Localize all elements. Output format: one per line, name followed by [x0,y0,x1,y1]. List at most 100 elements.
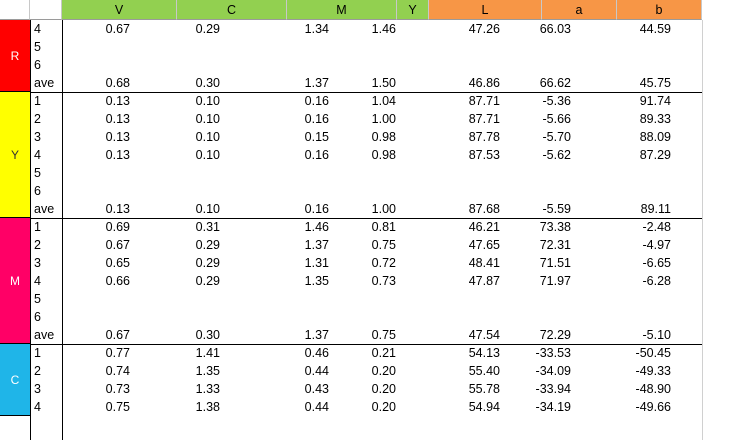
data-cell-a[interactable]: -5.70 [542,130,572,144]
data-cell-V[interactable]: 0.67 [105,22,130,36]
column-header-b[interactable]: b [617,0,702,20]
data-cell-C[interactable]: 0.10 [195,94,220,108]
data-cell-b[interactable]: -48.90 [635,382,671,396]
data-cell-Y[interactable]: 1.00 [371,112,396,126]
data-cell-L[interactable]: 46.21 [468,220,500,234]
data-cell-M[interactable]: 0.16 [304,148,329,162]
row-label[interactable]: ave [34,202,55,216]
data-cell-V[interactable]: 0.73 [105,382,130,396]
data-cell-a[interactable]: -5.66 [542,112,572,126]
data-cell-a[interactable]: -5.62 [542,148,572,162]
data-cell-C[interactable]: 0.10 [195,148,220,162]
row-label[interactable]: 3 [34,256,41,270]
data-cell-C[interactable]: 1.33 [195,382,220,396]
data-cell-Y[interactable]: 0.20 [371,400,396,414]
row-label[interactable]: 2 [34,112,41,126]
row-label[interactable]: 5 [34,292,41,306]
row-label[interactable]: 3 [34,130,41,144]
data-cell-C[interactable]: 0.31 [195,220,220,234]
data-cell-M[interactable]: 0.46 [304,346,329,360]
data-cell-C[interactable]: 0.10 [195,202,220,216]
data-cell-b[interactable]: -4.97 [642,238,672,252]
data-cell-M[interactable]: 0.44 [304,400,329,414]
data-cell-L[interactable]: 87.71 [468,94,500,108]
data-cell-a[interactable]: 71.97 [539,274,571,288]
data-cell-Y[interactable]: 1.46 [371,22,396,36]
row-label[interactable]: 5 [34,166,41,180]
column-header-L[interactable]: L [429,0,542,20]
data-cell-a[interactable]: -33.94 [535,382,571,396]
data-cell-L[interactable]: 47.87 [468,274,500,288]
data-cell-a[interactable]: -34.19 [535,400,571,414]
column-header-C[interactable]: C [177,0,287,20]
data-cell-b[interactable]: 44.59 [639,22,671,36]
header-blank-cell[interactable] [0,0,30,20]
row-label[interactable]: 6 [34,310,41,324]
data-cell-C[interactable]: 0.30 [195,76,220,90]
data-cell-Y[interactable]: 1.04 [371,94,396,108]
data-cell-b[interactable]: -5.10 [642,328,672,342]
data-cell-b[interactable]: 88.09 [639,130,671,144]
data-cell-a[interactable]: -34.09 [535,364,571,378]
data-cell-a[interactable]: 66.62 [539,76,571,90]
data-cell-M[interactable]: 0.16 [304,202,329,216]
data-cell-a[interactable]: 71.51 [539,256,571,270]
data-cell-b[interactable]: 87.29 [639,148,671,162]
data-cell-L[interactable]: 46.86 [468,76,500,90]
data-cell-V[interactable]: 0.74 [105,364,130,378]
data-cell-a[interactable]: 72.31 [539,238,571,252]
data-cell-V[interactable]: 0.13 [105,202,130,216]
row-label[interactable]: 4 [34,148,41,162]
data-cell-Y[interactable]: 0.75 [371,328,396,342]
data-cell-V[interactable]: 0.67 [105,328,130,342]
data-cell-Y[interactable]: 0.72 [371,256,396,270]
data-cell-b[interactable]: 89.11 [640,202,671,216]
data-cell-a[interactable]: -5.36 [542,94,572,108]
data-cell-a[interactable]: 72.29 [539,328,571,342]
data-cell-V[interactable]: 0.13 [105,148,130,162]
data-cell-a[interactable]: -33.53 [535,346,571,360]
data-cell-Y[interactable]: 0.73 [371,274,396,288]
data-cell-C[interactable]: 0.29 [195,274,220,288]
data-cell-M[interactable]: 1.37 [304,76,329,90]
data-cell-V[interactable]: 0.77 [105,346,130,360]
data-cell-Y[interactable]: 0.20 [371,364,396,378]
data-cell-b[interactable]: -6.65 [642,256,672,270]
data-cell-V[interactable]: 0.65 [105,256,130,270]
column-header-Y[interactable]: Y [397,0,429,20]
data-cell-M[interactable]: 1.31 [304,256,329,270]
data-cell-L[interactable]: 87.68 [468,202,500,216]
row-label[interactable]: 1 [34,94,41,108]
column-header-a[interactable]: a [542,0,617,20]
data-cell-V[interactable]: 0.66 [105,274,130,288]
data-cell-Y[interactable]: 0.98 [371,148,396,162]
data-cell-Y[interactable]: 0.21 [371,346,396,360]
data-cell-M[interactable]: 1.37 [304,328,329,342]
data-cell-V[interactable]: 0.13 [105,112,130,126]
data-cell-L[interactable]: 47.65 [468,238,500,252]
data-cell-C[interactable]: 1.41 [195,346,220,360]
row-label[interactable]: 2 [34,364,41,378]
data-cell-Y[interactable]: 0.75 [371,238,396,252]
data-cell-V[interactable]: 0.13 [105,130,130,144]
row-label[interactable]: 4 [34,400,41,414]
column-header-M[interactable]: M [287,0,397,20]
group-band-R[interactable]: R [0,20,30,92]
group-band-Y[interactable]: Y [0,92,30,218]
row-label[interactable]: 2 [34,238,41,252]
data-cell-L[interactable]: 87.71 [468,112,500,126]
data-cell-Y[interactable]: 0.20 [371,382,396,396]
data-cell-L[interactable]: 55.40 [468,364,500,378]
row-label[interactable]: 1 [34,220,41,234]
data-cell-M[interactable]: 1.37 [304,238,329,252]
data-cell-C[interactable]: 0.10 [195,112,220,126]
data-cell-L[interactable]: 47.26 [468,22,500,36]
data-cell-M[interactable]: 1.35 [304,274,329,288]
data-cell-Y[interactable]: 0.81 [371,220,396,234]
data-cell-b[interactable]: -49.33 [635,364,671,378]
data-cell-M[interactable]: 0.15 [304,130,329,144]
row-label[interactable]: ave [34,328,55,342]
data-cell-b[interactable]: 91.74 [639,94,671,108]
data-cell-C[interactable]: 1.38 [195,400,220,414]
data-cell-L[interactable]: 87.78 [468,130,500,144]
